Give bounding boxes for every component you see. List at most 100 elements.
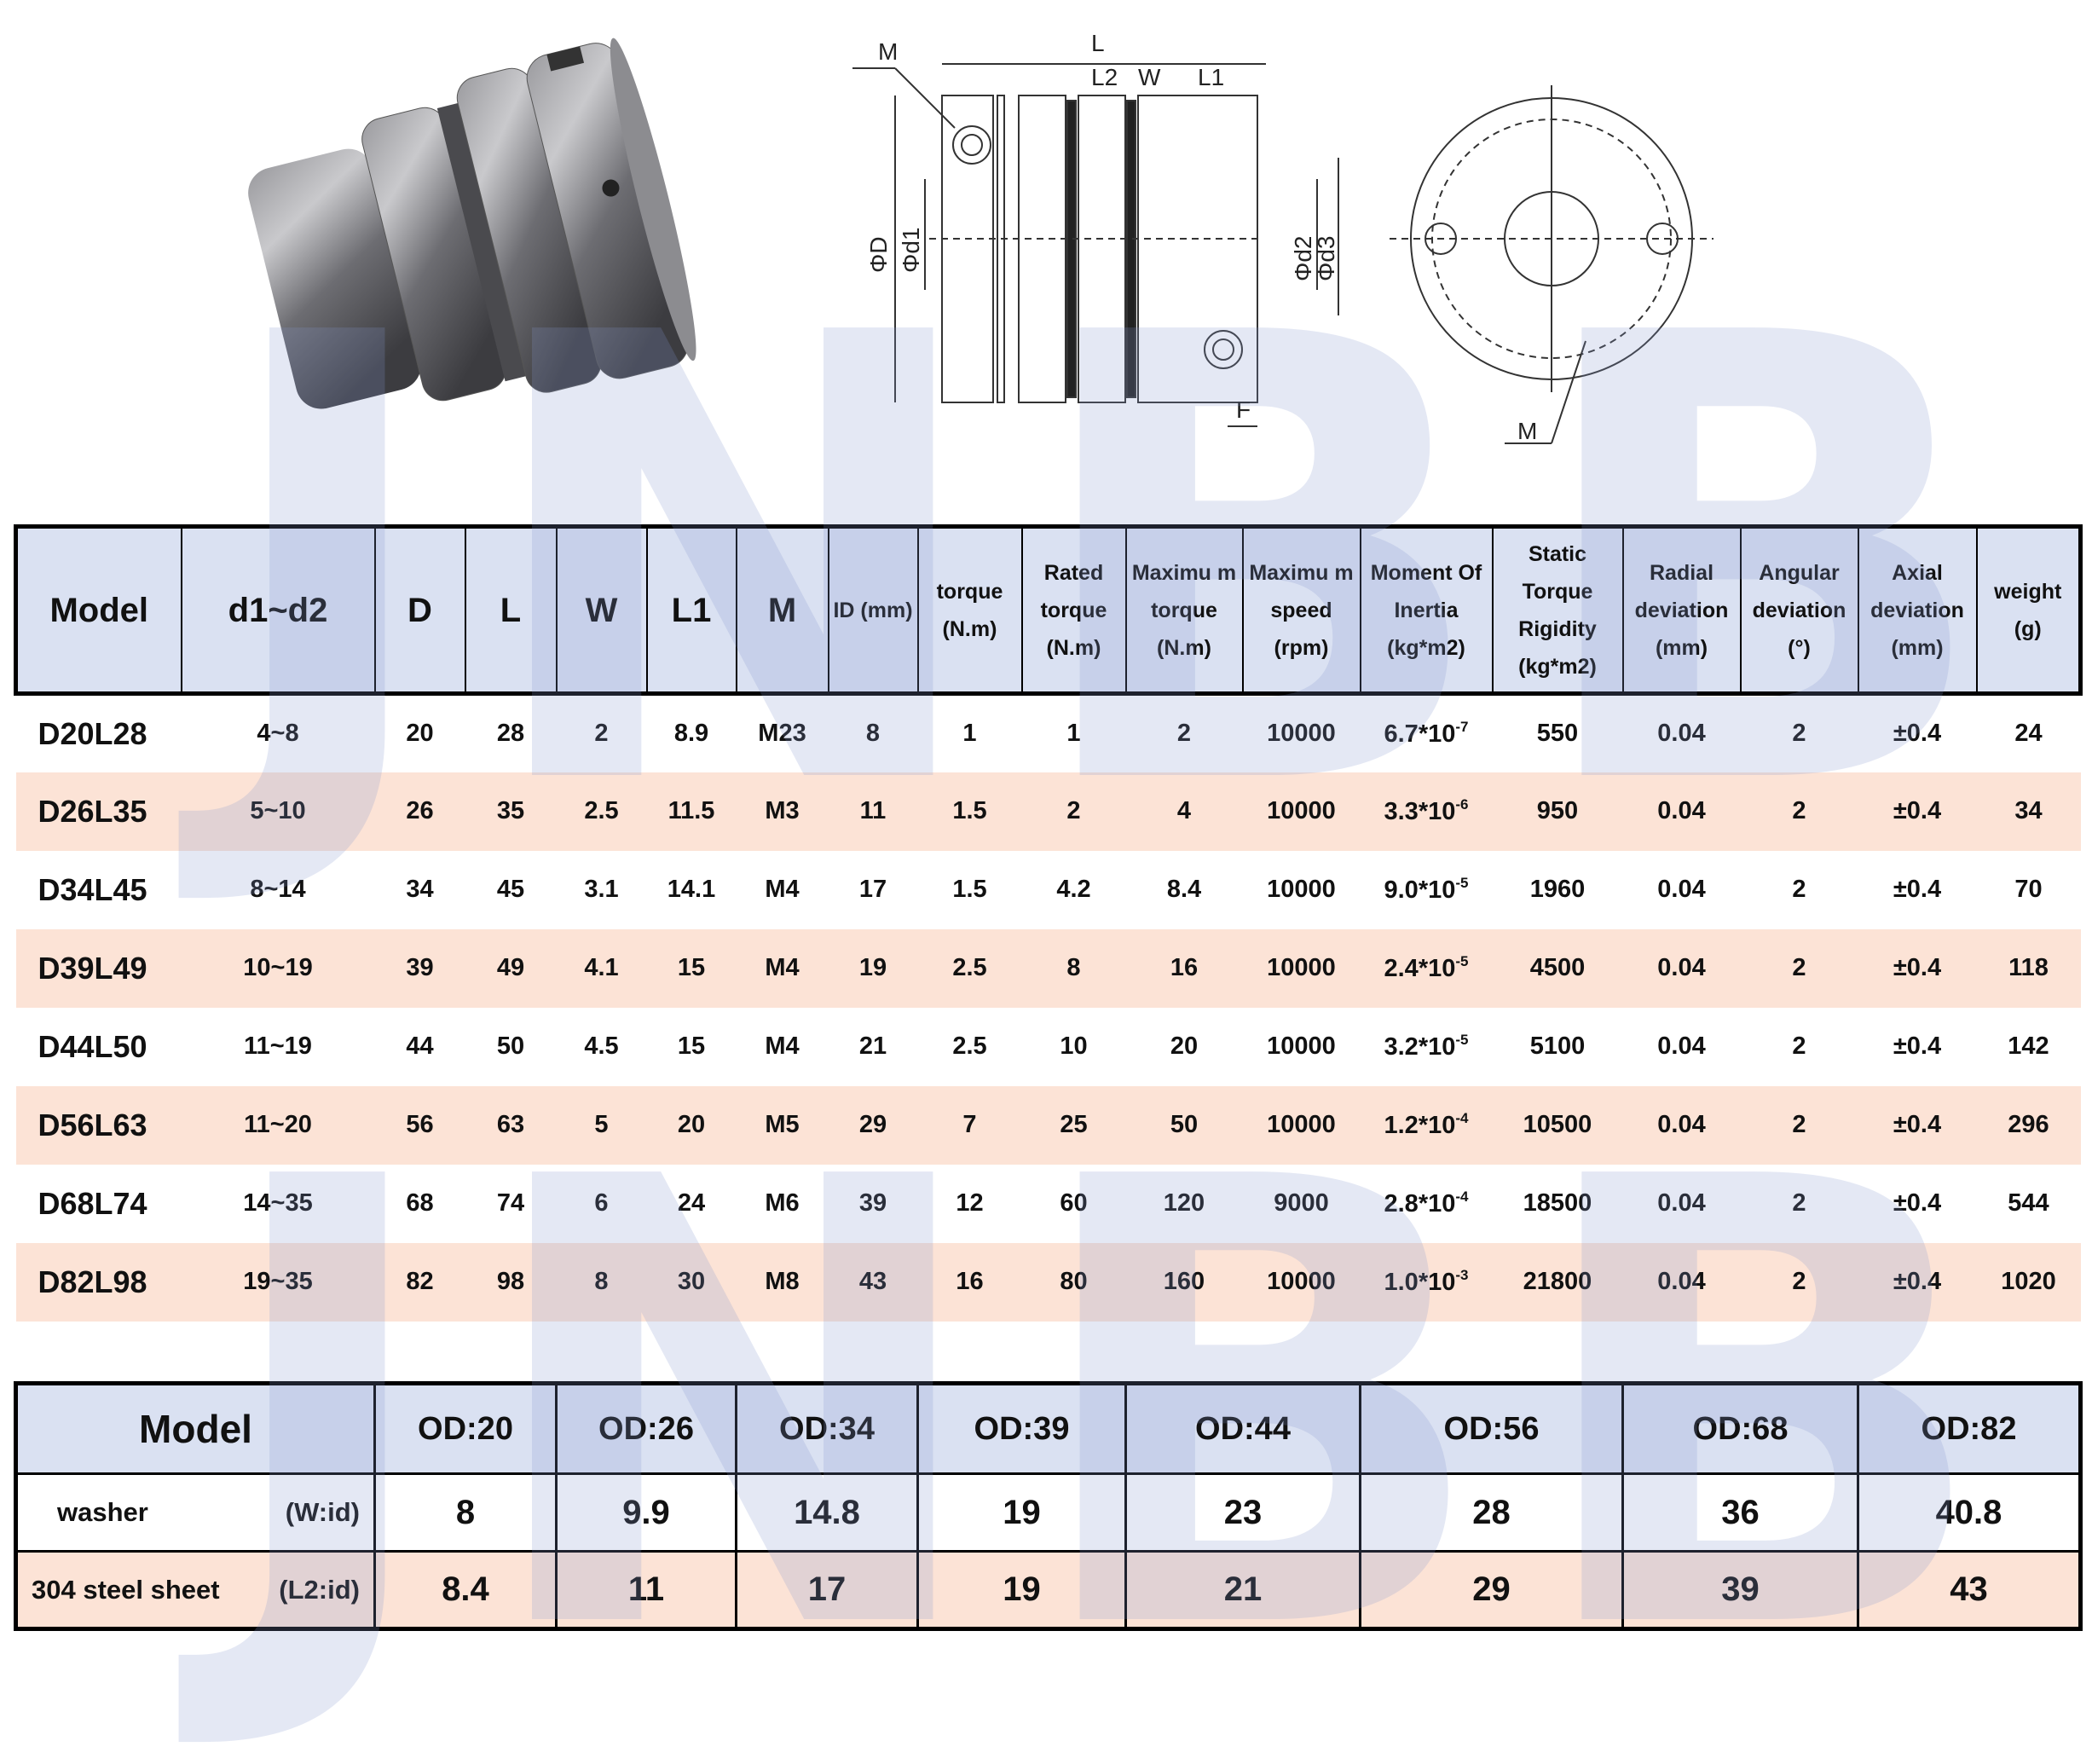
- column-header: Angular deviation (°): [1739, 525, 1859, 695]
- table-row: D44L50 11~19 44 50 4.5 15 M4 21 2.5 10 20 10000 3.2*…: [16, 1008, 2081, 1086]
- cell-rated: 4.2: [1056, 876, 1091, 903]
- part-name: 304 steel sheet: [32, 1574, 220, 1605]
- column-header: Radial deviation (mm): [1621, 525, 1742, 695]
- cell-torque: 1: [962, 720, 977, 748]
- cell-rigidity: 4500: [1492, 928, 1623, 1008]
- column-header: M: [735, 525, 829, 695]
- spec-header-row: Model d1~d2 D L W L1 M ID (mm) torque (N.m) Rated…: [14, 525, 2082, 695]
- cell-torque: 2.5: [917, 928, 1022, 1008]
- cell-torque: 16: [917, 1242, 1022, 1322]
- inertia-exponent: -3: [1455, 1267, 1469, 1283]
- column-header: Static Torque Rigidity (kg*m2): [1491, 525, 1624, 695]
- column-header: ID (mm): [827, 525, 919, 695]
- column-header: Moment Of Inertia (kg*m2): [1359, 525, 1494, 695]
- cell-D: 39: [374, 928, 465, 1008]
- cell-ID: 19: [828, 928, 918, 1008]
- cell-angular: 2: [1792, 1189, 1806, 1217]
- cell-M: M6: [765, 1189, 800, 1217]
- cell-inertia: 2.8*10-4: [1361, 1165, 1493, 1243]
- cell-max-torque: 2: [1176, 720, 1192, 748]
- cell-rigidity: 21800: [1492, 1242, 1623, 1322]
- od-header: OD:68: [1621, 1382, 1859, 1475]
- inertia-base: 1.2*10: [1384, 1112, 1456, 1139]
- cell-value: 43: [1857, 1550, 2082, 1630]
- cell-W: 2.5: [556, 772, 647, 851]
- cell-value: 23: [1124, 1472, 1361, 1553]
- cell-weight: 1020: [1976, 1242, 2081, 1322]
- cell-inertia: 3.2*10-5: [1361, 1008, 1493, 1086]
- dim-label-M-side: M: [1517, 418, 1537, 444]
- cell-inertia: 6.7*10-7: [1361, 694, 1493, 772]
- od-header: OD:82: [1857, 1382, 2082, 1475]
- cell-axial: ±0.4: [1893, 876, 1942, 903]
- cell-radial: 0.04: [1657, 720, 1706, 748]
- cell-torque: 1.5: [952, 876, 987, 903]
- cell-value: 9.9: [555, 1472, 737, 1553]
- cell-axial: ±0.4: [1893, 1032, 1942, 1060]
- cell-ID: 29: [828, 1085, 918, 1165]
- cell-L: 98: [465, 1242, 557, 1322]
- cell-rated: 1: [1066, 720, 1081, 748]
- cell-L1: 14.1: [667, 876, 716, 903]
- cell-rigidity: 10500: [1492, 1085, 1623, 1165]
- table-row: D56L63 11~20 56 63 5 20 M5 29 7 25 50 10000 1.2*10-4…: [15, 1085, 2081, 1165]
- cell-value: 19: [916, 1550, 1127, 1630]
- inertia-exponent: -5: [1455, 875, 1469, 891]
- cell-rated: 10: [1060, 1032, 1088, 1060]
- cell-axial: ±0.4: [1858, 1242, 1977, 1322]
- inertia-exponent: -4: [1455, 1189, 1469, 1205]
- cell-weight: 544: [2008, 1189, 2049, 1217]
- dim-label-L2: L2: [1091, 64, 1118, 90]
- table-row: D20L28 4~8 20 28 2 8.9 M23 8 1 1 2 10000 6.7*10-7 550…: [16, 694, 2081, 772]
- cell-rated: 8: [1021, 928, 1126, 1008]
- part-name: washer: [57, 1497, 148, 1527]
- washer-header-row: Model OD:20 OD:26 OD:34 OD:39 OD:44 OD:56 OD:6…: [14, 1382, 2082, 1475]
- od-header: OD:44: [1124, 1382, 1361, 1475]
- cell-weight: 24: [2014, 720, 2043, 748]
- inertia-exponent: -7: [1455, 719, 1469, 736]
- column-header: d1~d2: [180, 525, 376, 695]
- cell-radial: 0.04: [1657, 1189, 1706, 1217]
- cell-inertia: 2.4*10-5: [1360, 928, 1493, 1008]
- inertia-base: 3.2*10: [1384, 1033, 1456, 1061]
- cell-d: 10~19: [181, 928, 375, 1008]
- cell-axial: ±0.4: [1858, 928, 1977, 1008]
- cell-radial: 0.04: [1657, 876, 1706, 903]
- cell-d: 11~20: [181, 1085, 375, 1165]
- cell-L: 45: [496, 876, 525, 903]
- cell-weight: 296: [1976, 1085, 2081, 1165]
- cell-model: D68L74: [38, 1185, 147, 1221]
- cell-max-torque: 4: [1125, 772, 1243, 851]
- cell-ID: 43: [828, 1242, 918, 1322]
- column-header: W: [555, 525, 648, 695]
- cell-angular: 2: [1792, 876, 1806, 903]
- cell-D: 20: [406, 720, 434, 748]
- cell-speed: 10000: [1267, 720, 1336, 748]
- cell-W: 5: [556, 1085, 647, 1165]
- cell-M: M8: [736, 1242, 829, 1322]
- cell-torque: 7: [917, 1085, 1022, 1165]
- cell-L: 49: [465, 928, 557, 1008]
- cell-L: 28: [496, 720, 525, 748]
- od-header: OD:26: [555, 1382, 737, 1475]
- cell-D: 82: [374, 1242, 465, 1322]
- dim-label-L: L: [1091, 30, 1105, 56]
- cell-value: 29: [1359, 1550, 1624, 1630]
- inertia-base: 2.8*10: [1384, 1190, 1456, 1217]
- cell-L: 63: [465, 1085, 557, 1165]
- table-row: D82L98 19~35 82 98 8 30 M8 43 16 80 160 10000 1.0*10…: [15, 1242, 2081, 1322]
- cell-L: 74: [496, 1189, 525, 1217]
- cell-speed: 10000: [1267, 1032, 1336, 1060]
- cell-inertia: 1.2*10-4: [1360, 1085, 1493, 1165]
- column-header: Maximu m torque (N.m): [1124, 525, 1244, 695]
- cell-L: 35: [465, 772, 557, 851]
- cell-M: M3: [736, 772, 829, 851]
- cell-L1: 24: [677, 1189, 706, 1217]
- end-view: [1390, 85, 1713, 444]
- cell-value: 28: [1359, 1472, 1624, 1553]
- part-unit: (L2:id): [279, 1574, 360, 1605]
- cell-angular: 2: [1792, 1032, 1806, 1060]
- cell-rigidity: 5100: [1529, 1032, 1586, 1060]
- cell-D: 34: [406, 876, 434, 903]
- cell-W: 4.5: [584, 1032, 619, 1060]
